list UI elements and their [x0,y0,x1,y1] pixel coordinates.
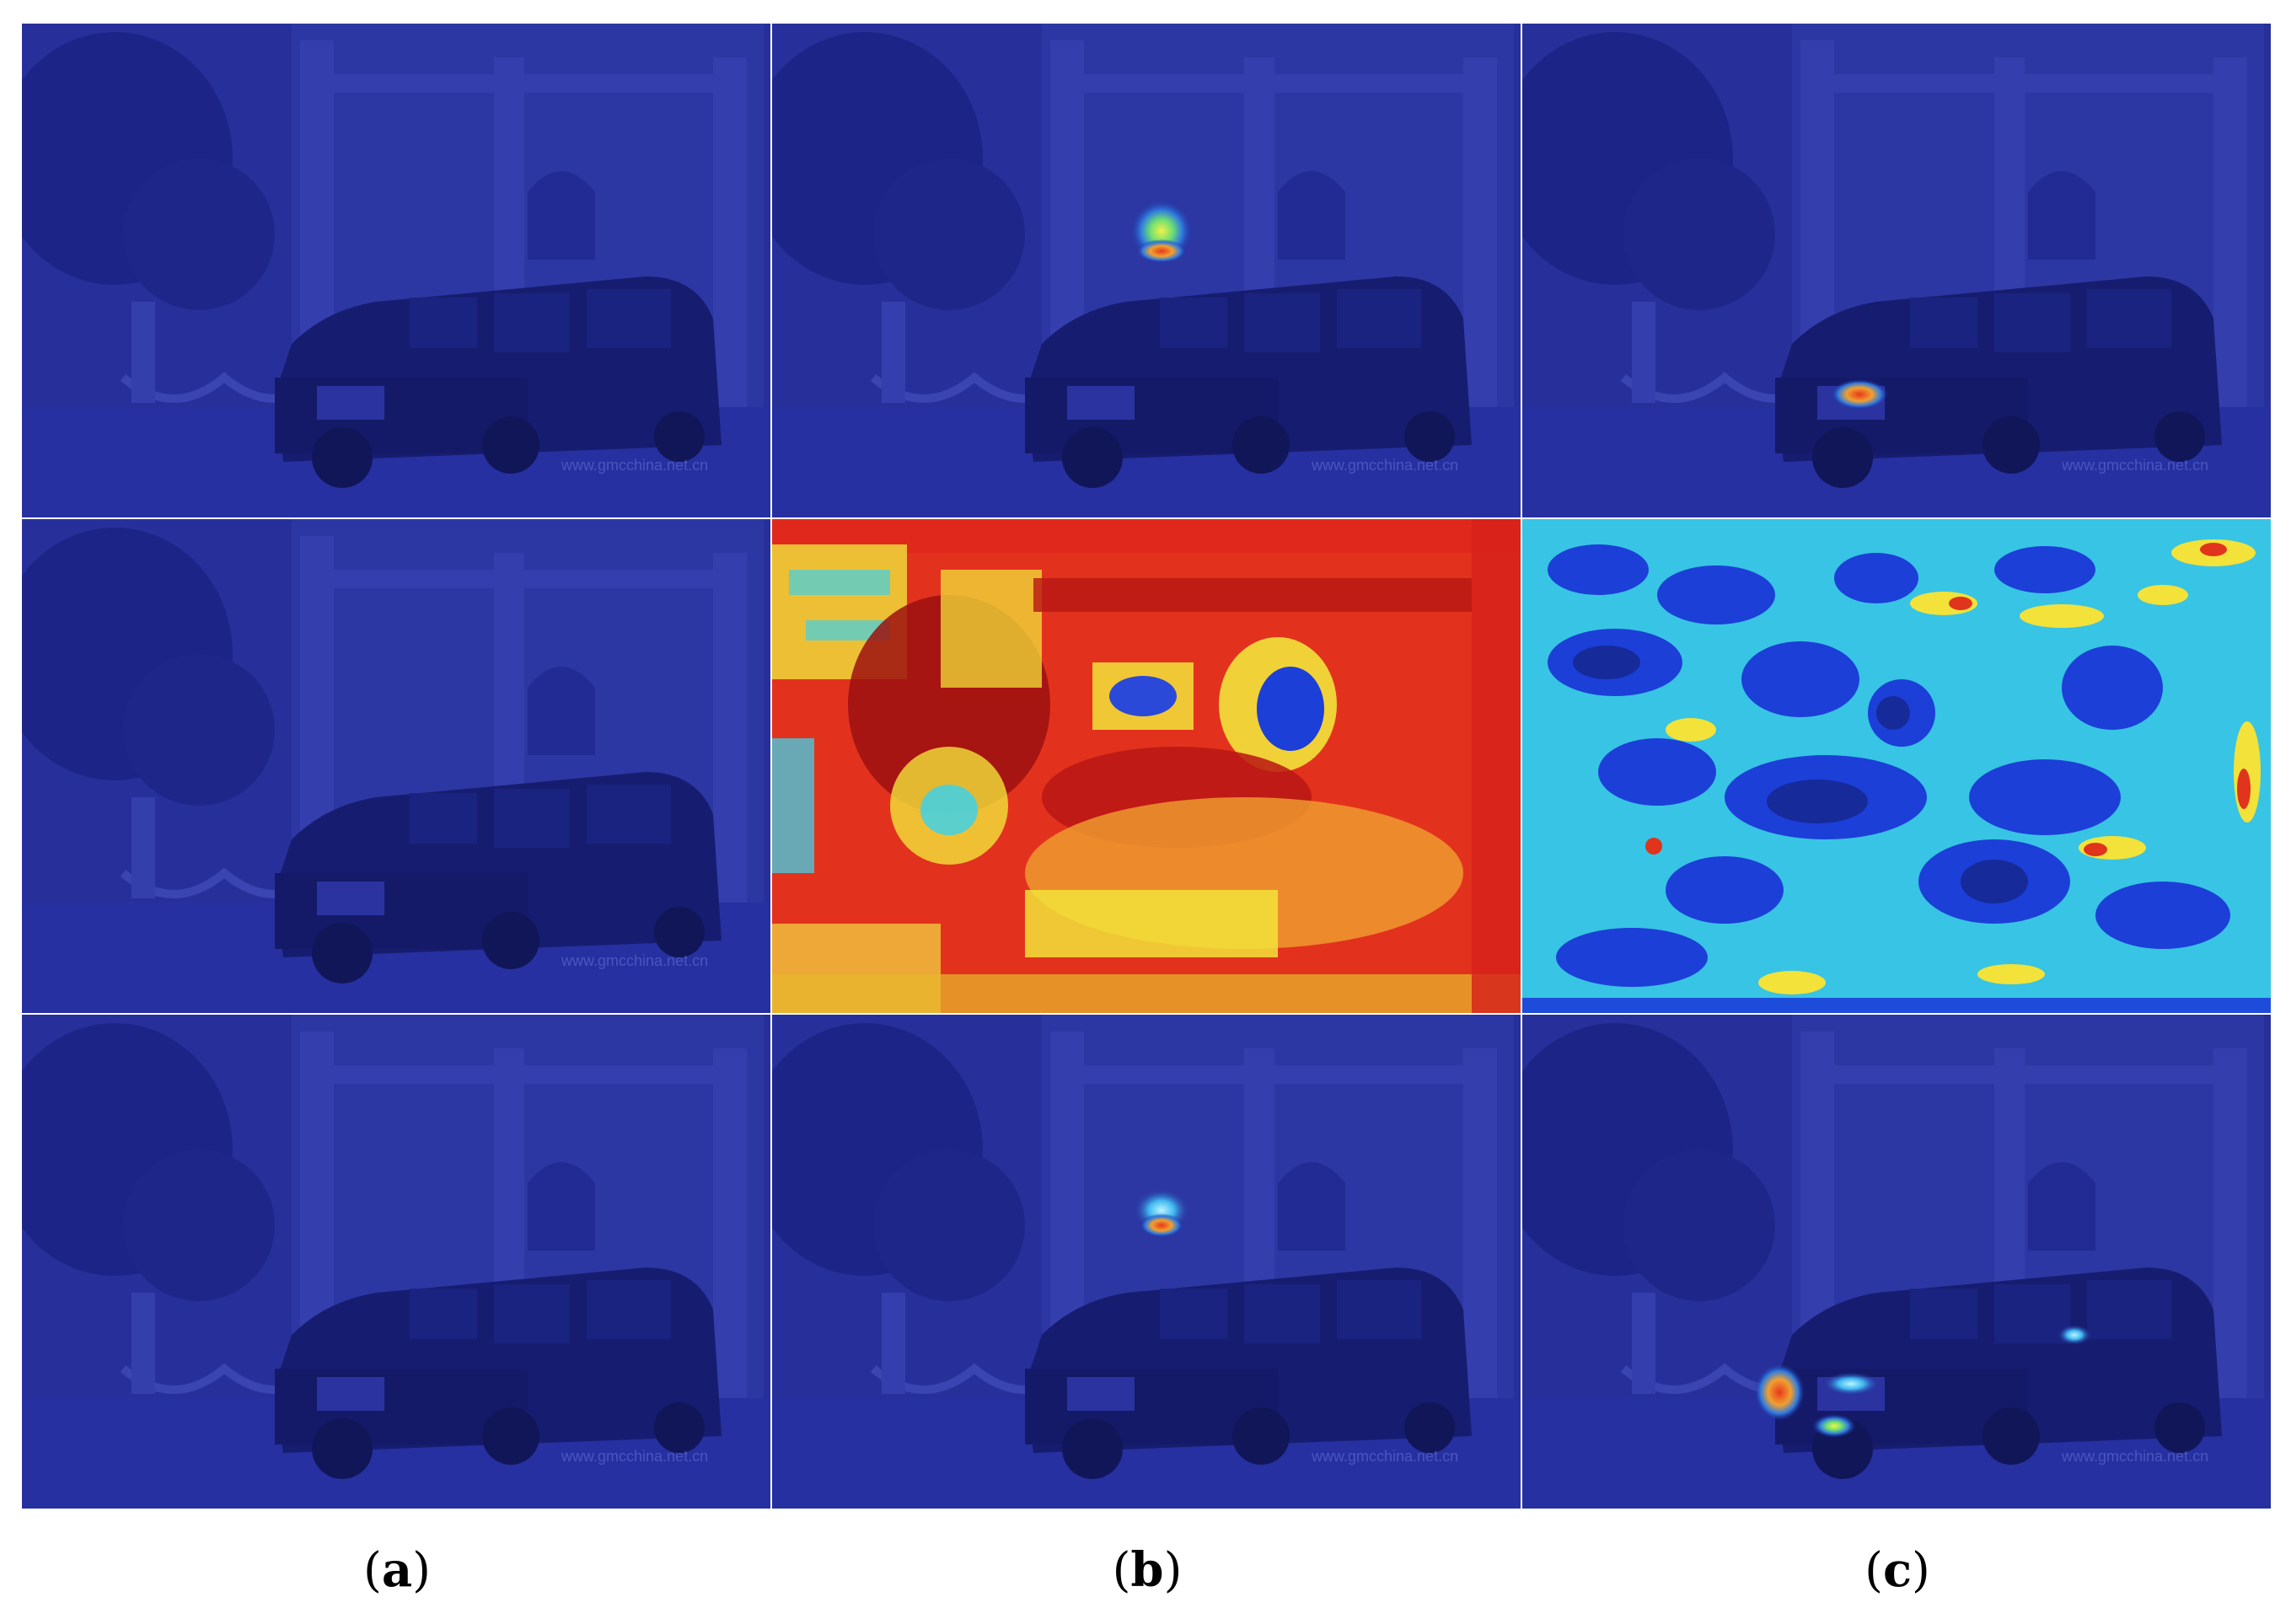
heatmap-image [1522,519,2271,1013]
heatmap-image [1522,24,2271,517]
figure-grid [22,24,2271,1509]
activation-spot [1831,379,1888,410]
panel-row3-b [772,1015,1521,1509]
activation-spot [1754,1364,1805,1421]
heatmap-image [22,519,770,1013]
caption-b: (b) [1112,1542,1183,1598]
panel-row1-a [22,24,770,517]
panel-row3-c [1522,1015,2271,1509]
heatmap-image [772,1015,1521,1509]
activation-spot [1812,1414,1856,1438]
panel-row2-c [1522,519,2271,1013]
caption-c: (c) [1864,1542,1930,1598]
panel-row1-c [1522,24,2271,517]
activation-spot [2058,1325,2091,1345]
activation-spot [1140,1214,1183,1237]
panel-row3-a [22,1015,770,1509]
activation-spot [1822,1372,1880,1396]
heatmap-image [22,24,770,517]
panel-row1-b [772,24,1521,517]
heatmap-image [22,1015,770,1509]
activation-spot [1136,239,1187,263]
panel-row2-b [772,519,1521,1013]
panel-row2-a [22,519,770,1013]
heatmap-image [772,24,1521,517]
caption-a: (a) [362,1542,431,1598]
heatmap-image [1522,1015,2271,1509]
heatmap-image [772,519,1521,1013]
